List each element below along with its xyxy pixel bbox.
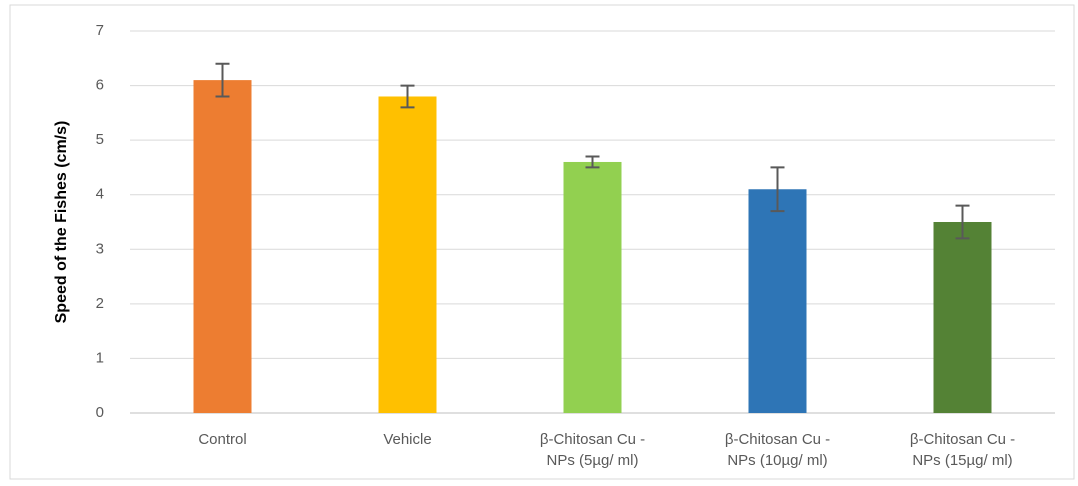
y-tick-label: 6 <box>96 77 104 94</box>
bar <box>748 189 807 413</box>
x-tick-label: β-Chitosan Cu - NPs (5µg/ ml) <box>539 431 646 469</box>
error-bar-line <box>400 84 415 109</box>
chart-frame <box>9 4 1075 480</box>
y-axis-label: Speed of the Fishes (cm/s) <box>53 121 70 324</box>
error-bar <box>400 84 415 109</box>
y-tick-label: 4 <box>96 186 104 203</box>
error-bar <box>770 166 785 213</box>
bar <box>563 161 622 413</box>
x-tick-label: β-Chitosan Cu - NPs (15µg/ ml) <box>909 431 1016 469</box>
error-bar-line <box>215 62 230 98</box>
x-tick-label: Control <box>198 431 247 448</box>
y-tick-label: 5 <box>96 131 104 148</box>
y-tick-label: 1 <box>96 349 104 366</box>
error-bar-line <box>955 204 970 240</box>
error-bar-line <box>770 166 785 213</box>
x-tick-label: β-Chitosan Cu - NPs (10µg/ ml) <box>724 431 831 469</box>
y-tick-label: 3 <box>96 240 104 257</box>
error-bar <box>955 204 970 240</box>
error-bar <box>215 62 230 98</box>
bar <box>193 80 252 413</box>
y-tick-label: 2 <box>96 295 104 312</box>
error-bar <box>585 155 600 169</box>
x-tick-label: Vehicle <box>383 431 432 448</box>
y-tick-label: 7 <box>96 22 104 39</box>
bar <box>378 96 437 413</box>
bar <box>933 222 992 413</box>
y-tick-label: 0 <box>96 404 104 421</box>
error-bar-line <box>585 155 600 169</box>
